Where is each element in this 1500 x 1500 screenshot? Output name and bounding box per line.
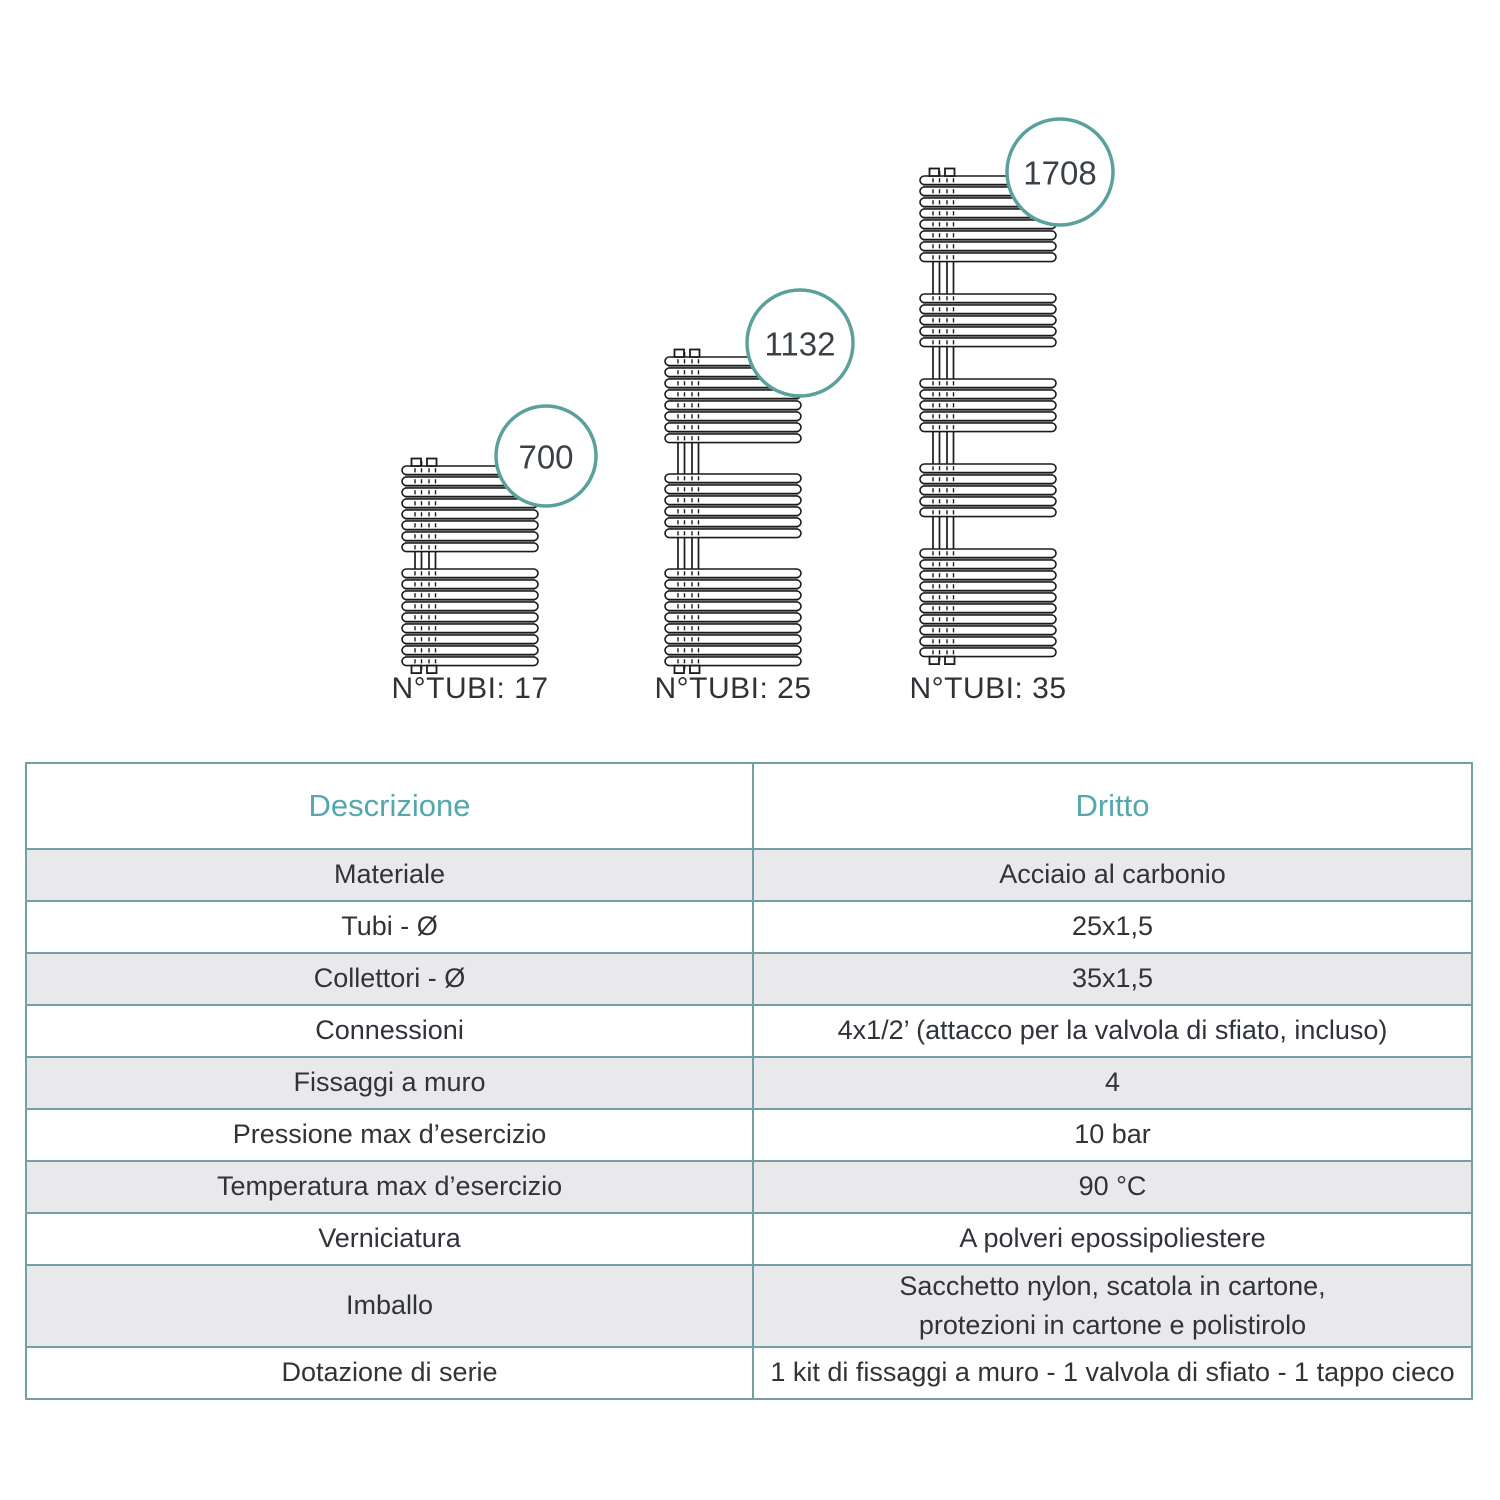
svg-text:1132: 1132 [765, 326, 836, 363]
row-value: 4x1/2’ (attacco per la valvola di sfiato… [837, 1015, 1388, 1046]
row-value: 10 bar [1074, 1119, 1151, 1150]
row-value: Sacchetto nylon, scatola in cartone, pro… [899, 1270, 1326, 1340]
table-row: Verniciatura A polveri epossipoliestere [27, 1212, 1471, 1264]
row-label: Imballo [27, 1266, 755, 1346]
spec-table: Descrizione Dritto Materiale Acciaio al … [25, 762, 1473, 1400]
table-row: Fissaggi a muro 4 [27, 1056, 1471, 1108]
row-value: 90 °C [1078, 1171, 1147, 1202]
svg-text:1708: 1708 [1023, 155, 1096, 192]
row-value: 25x1,5 [1071, 911, 1154, 942]
table-header-row: Descrizione Dritto [27, 764, 1471, 848]
row-label: Dotazione di serie [27, 1348, 755, 1398]
dimension-badge: 1132 [745, 288, 855, 398]
radiator-drawing [401, 457, 539, 674]
row-label: Materiale [27, 850, 755, 900]
row-label: Temperatura max d’esercizio [27, 1162, 755, 1212]
table-row: Dotazione di serie 1 kit di fissaggi a m… [27, 1346, 1471, 1398]
table-header-descrizione: Descrizione [27, 764, 755, 848]
row-label: Connessioni [27, 1006, 755, 1056]
radiator-diagrams: 700 1132 1708 [401, 117, 1115, 674]
row-label: Pressione max d’esercizio [27, 1110, 755, 1160]
table-row: Connessioni 4x1/2’ (attacco per la valvo… [27, 1004, 1471, 1056]
tube-count-label: N°TUBI: 35 [909, 672, 1067, 705]
radiator-drawing [919, 167, 1057, 665]
row-value: 35x1,5 [1071, 963, 1154, 994]
dimension-badge: 1708 [1005, 117, 1115, 227]
svg-text:700: 700 [518, 439, 573, 476]
tube-count-label: N°TUBI: 25 [654, 672, 812, 705]
row-value: 4 [1105, 1067, 1121, 1098]
row-label: Verniciatura [27, 1214, 755, 1264]
radiator-drawing [664, 348, 802, 674]
table-row: Temperatura max d’esercizio 90 °C [27, 1160, 1471, 1212]
tube-count-label: N°TUBI: 17 [391, 672, 549, 705]
table-header-dritto: Dritto [1075, 787, 1150, 823]
table-row: Tubi - Ø 25x1,5 [27, 900, 1471, 952]
row-value: 1 kit di fissaggi a muro - 1 valvola di … [770, 1357, 1455, 1388]
row-label: Fissaggi a muro [27, 1058, 755, 1108]
table-row: Imballo Sacchetto nylon, scatola in cart… [27, 1264, 1471, 1346]
table-row: Materiale Acciaio al carbonio [27, 848, 1471, 900]
row-value: Acciaio al carbonio [999, 859, 1226, 890]
table-row: Collettori - Ø 35x1,5 [27, 952, 1471, 1004]
table-row: Pressione max d’esercizio 10 bar [27, 1108, 1471, 1160]
dimension-badge: 700 [494, 404, 598, 508]
row-label: Collettori - Ø [27, 954, 755, 1004]
row-label: Tubi - Ø [27, 902, 755, 952]
row-value: A polveri epossipoliestere [959, 1223, 1266, 1254]
